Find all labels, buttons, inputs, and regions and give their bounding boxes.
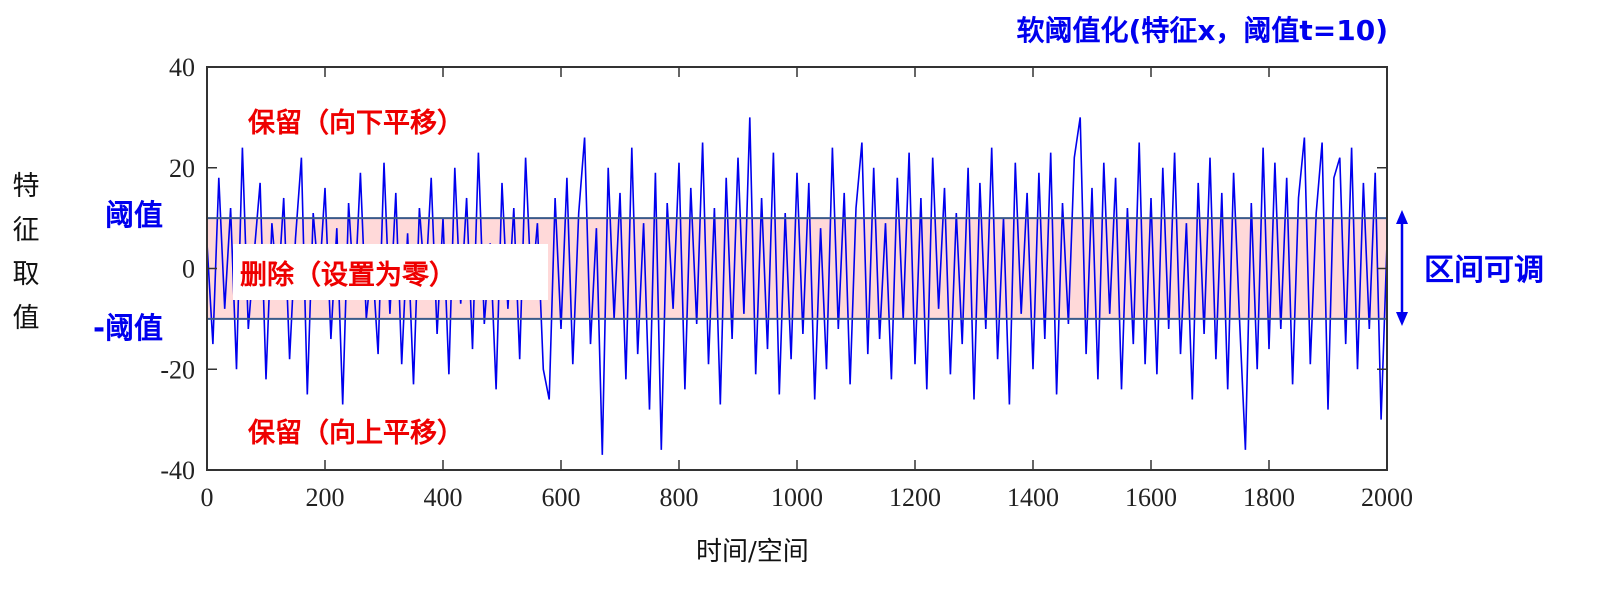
threshold-negative-label: -阈值 xyxy=(93,311,163,345)
x-tick-label: 1000 xyxy=(771,483,823,512)
axis-ticks: 0 200 400 600 800 1000 1200 1400 1600 1800 2000402… xyxy=(160,53,1413,512)
x-tick-label: 600 xyxy=(542,483,581,512)
x-tick-label: 2000 xyxy=(1361,483,1413,512)
series-line xyxy=(206,117,1388,455)
x-tick-label: 200 xyxy=(306,483,345,512)
double-arrow-icon xyxy=(1396,210,1408,326)
x-tick-label: 400 xyxy=(424,483,463,512)
x-tick-label: 800 xyxy=(660,483,699,512)
series-group xyxy=(206,117,1388,455)
delete-label-background xyxy=(233,244,548,300)
annotation-keep-top: 保留（向下平移） xyxy=(247,107,464,139)
annotation-delete: 删除（设置为零） xyxy=(240,259,456,291)
x-tick-label: 1400 xyxy=(1007,483,1059,512)
x-axis-label: 时间/空间 xyxy=(696,537,809,567)
x-tick-label: 1600 xyxy=(1125,483,1177,512)
chart-title: 软阈值化(特征x，阈值t=10) xyxy=(1017,14,1388,47)
y-tick-label: 0 xyxy=(182,255,195,284)
y-axis-label: 特征取值 xyxy=(12,171,40,334)
x-tick-label: 1800 xyxy=(1243,483,1295,512)
threshold-positive-label: 阈值 xyxy=(105,198,163,232)
y-tick-label: -40 xyxy=(160,456,195,485)
y-tick-label: -20 xyxy=(160,355,195,384)
y-tick-label: 40 xyxy=(169,53,195,82)
x-tick-label: 1200 xyxy=(889,483,941,512)
annotation-keep-bottom: 保留（向上平移） xyxy=(247,417,464,449)
x-tick-label: 0 xyxy=(201,483,214,512)
adjustable-interval-label: 区间可调 xyxy=(1424,253,1544,288)
y-tick-label: 20 xyxy=(169,154,195,183)
